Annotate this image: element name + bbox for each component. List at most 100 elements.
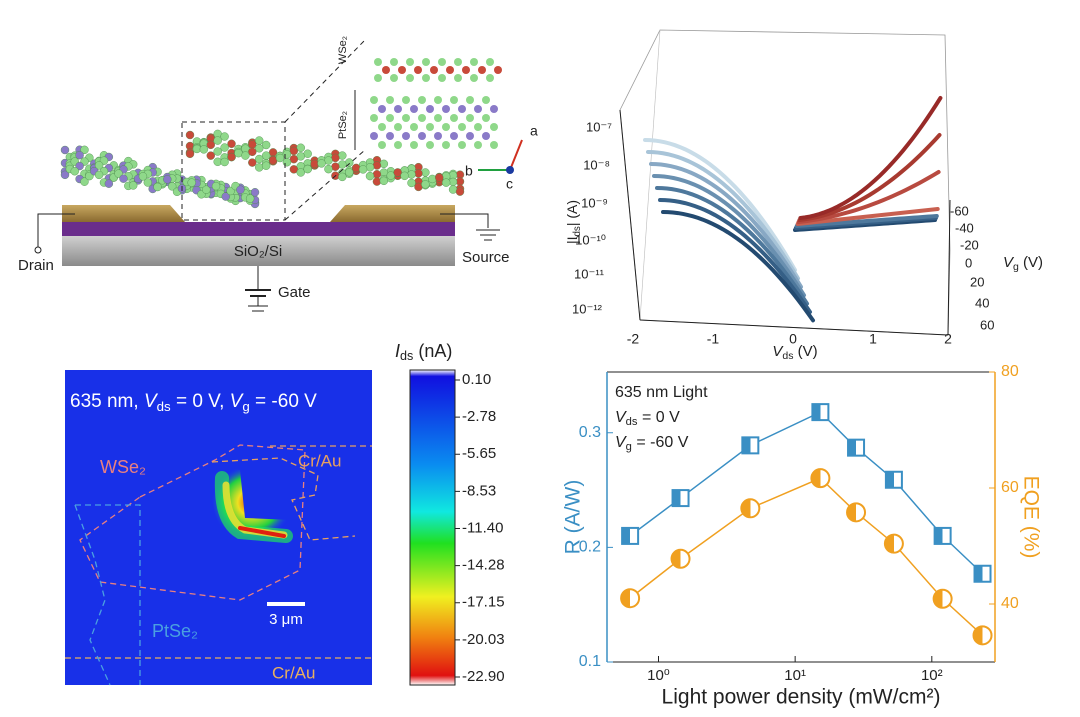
atom xyxy=(227,152,236,162)
data-point xyxy=(883,533,904,554)
atom xyxy=(358,165,368,174)
atom xyxy=(163,175,172,184)
atom xyxy=(438,74,446,82)
atom xyxy=(458,141,466,149)
data-point xyxy=(846,502,867,523)
label-part: V xyxy=(772,343,784,360)
atom xyxy=(379,159,389,169)
iv-curve-illustration xyxy=(658,198,812,314)
iv-curve-illustration xyxy=(795,207,940,226)
atom xyxy=(220,157,229,167)
y-axis-title: |Ids| (A) xyxy=(564,200,583,244)
x-tick-label: 1 xyxy=(869,331,877,347)
atom xyxy=(418,132,426,140)
atom xyxy=(379,176,389,186)
atom xyxy=(458,123,466,131)
iv-3d-plot: |Ids| (A) Vds (V) Vg (V) 10⁻⁷10⁻⁸10⁻⁹10⁻… xyxy=(564,29,1043,362)
atom xyxy=(153,182,162,192)
atom xyxy=(406,74,414,82)
x-tick-label: -2 xyxy=(627,331,640,347)
atom xyxy=(289,146,299,156)
x-tick-label: 10² xyxy=(921,667,943,684)
atom xyxy=(470,74,478,82)
atom xyxy=(454,74,462,82)
label-part: I xyxy=(395,341,400,361)
atom xyxy=(241,151,250,160)
y2-tick-label: 80 xyxy=(1001,363,1019,380)
atom xyxy=(213,136,222,145)
axis-a xyxy=(509,139,523,171)
atom xyxy=(282,158,292,167)
colorbar-tick-label: -20.03 xyxy=(462,631,505,648)
atom xyxy=(372,170,382,179)
substrate-label: SiO₂/Si xyxy=(234,243,282,260)
atom xyxy=(486,74,494,82)
atom xyxy=(455,187,465,196)
y-tick-label: 10⁻¹⁰ xyxy=(575,232,606,247)
annotation: Vg = -60 V xyxy=(615,434,689,453)
colorbar-tick-label: -22.90 xyxy=(462,668,505,685)
atom xyxy=(430,66,438,74)
data-point xyxy=(740,498,761,519)
atom xyxy=(428,174,437,184)
label-part: (nA) xyxy=(413,341,452,361)
plot-box xyxy=(619,29,951,336)
atom xyxy=(422,58,430,66)
colorbar-tick-label: -2.78 xyxy=(462,408,496,425)
vg-tick-label: 0 xyxy=(965,255,972,270)
atom xyxy=(474,141,482,149)
atom xyxy=(434,114,442,122)
data-point xyxy=(973,564,992,583)
atom xyxy=(220,132,229,141)
atom xyxy=(441,178,451,187)
atom xyxy=(370,96,378,104)
atom xyxy=(386,114,394,122)
atom xyxy=(466,96,474,104)
atom xyxy=(386,132,394,140)
series-line xyxy=(629,411,984,575)
atom xyxy=(282,150,292,159)
atom xyxy=(454,58,462,66)
atom xyxy=(450,96,458,104)
atom xyxy=(450,114,458,122)
iv-curve-illustration xyxy=(655,186,809,306)
colorbar-ticks: 0.10 -2.78 -5.65 -8.53 -11.40 -14.28 -17.15 -20… xyxy=(455,371,505,685)
atom xyxy=(418,96,426,104)
atom xyxy=(167,182,177,191)
atom xyxy=(338,172,347,182)
wire xyxy=(37,213,75,247)
atom xyxy=(248,158,257,167)
atom xyxy=(345,168,354,177)
atom xyxy=(398,66,406,74)
y2-axis-title: EQE (%) xyxy=(1019,476,1042,559)
atom xyxy=(494,66,502,74)
x-tick-label: 10⁰ xyxy=(647,667,670,684)
y2-tick-label: 40 xyxy=(1001,595,1019,612)
y2-tick-label: 60 xyxy=(1001,479,1019,496)
colorbar-tick-label: 0.10 xyxy=(462,371,491,388)
atom xyxy=(206,151,215,160)
atom xyxy=(490,123,498,131)
wire xyxy=(440,213,489,228)
atom xyxy=(104,179,114,188)
axis-label: c xyxy=(506,176,513,192)
wse2-outline xyxy=(79,444,306,601)
label-part: ds xyxy=(626,416,638,428)
terminal xyxy=(34,246,42,254)
atom xyxy=(407,170,416,179)
atom xyxy=(261,140,271,150)
atom xyxy=(220,143,229,152)
atom xyxy=(245,194,255,203)
label-part: ds xyxy=(572,226,583,236)
atom xyxy=(94,161,104,170)
atom xyxy=(458,105,466,113)
data-point xyxy=(811,403,830,422)
atom xyxy=(129,181,138,190)
zoom-line xyxy=(284,39,366,123)
label-part: = 0 V, xyxy=(171,391,230,412)
atom xyxy=(482,96,490,104)
iv-curve-illustration xyxy=(798,96,943,220)
label-part: V xyxy=(1003,254,1015,271)
atom xyxy=(206,140,215,150)
annotation: Vds = 0 V xyxy=(615,409,680,428)
